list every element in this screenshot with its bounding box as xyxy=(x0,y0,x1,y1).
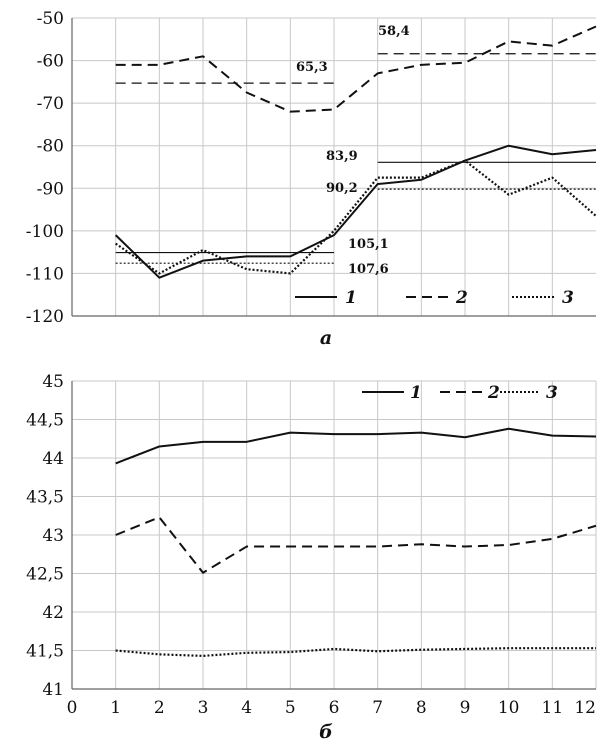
chart-caption: б xyxy=(319,721,333,743)
legend-label-1: 1 xyxy=(410,383,422,403)
chart-caption: а xyxy=(320,327,332,349)
y-tick-label: -100 xyxy=(26,222,64,242)
series-2-line xyxy=(115,516,597,574)
series-1-line xyxy=(115,427,597,465)
y-tick-label: 44 xyxy=(42,449,64,469)
y-tick-label: -50 xyxy=(37,9,64,29)
x-tick-label: 2 xyxy=(154,698,165,718)
x-tick-label: 7 xyxy=(372,698,383,718)
x-tick-label: 6 xyxy=(329,698,340,718)
x-tick-label: 9 xyxy=(460,698,471,718)
chart-a: -120 -110 -100 -90 -80 -70 -60 -50 105,1 83,9 65,3… xyxy=(26,9,597,349)
x-tick-label: 10 xyxy=(498,698,520,718)
x-tick-label: 5 xyxy=(285,698,296,718)
series-3-line xyxy=(115,647,596,657)
legend-label-3: 3 xyxy=(546,383,558,403)
x-tick-label: 0 xyxy=(67,698,78,718)
y-tick-label: -90 xyxy=(37,179,64,199)
series-1-line xyxy=(114,144,597,279)
x-tick-label: 12 xyxy=(574,698,596,718)
mean-value-label: 65,3 xyxy=(296,60,328,75)
y-tick-label: 45 xyxy=(42,372,64,392)
x-tick-label: 8 xyxy=(416,698,427,718)
y-tick-label: 44,5 xyxy=(26,411,64,431)
x-tick-label: 11 xyxy=(542,698,564,718)
x-tick-label: 1 xyxy=(110,698,121,718)
mean-value-label: 107,6 xyxy=(348,262,389,277)
series-3-line xyxy=(115,159,597,275)
y-tick-label: -70 xyxy=(37,94,64,114)
y-tick-label: 42 xyxy=(42,603,64,623)
y-tick-label: 41,5 xyxy=(26,642,64,662)
series-2-line xyxy=(115,25,597,113)
legend-label-2: 2 xyxy=(487,383,500,403)
mean-value-label: 58,4 xyxy=(378,24,410,39)
x-tick-label: 4 xyxy=(241,698,252,718)
y-tick-label: -110 xyxy=(26,264,64,284)
y-tick-label: 41 xyxy=(42,680,64,700)
y-tick-label: 42,5 xyxy=(26,565,64,585)
mean-value-label: 105,1 xyxy=(348,237,389,252)
y-tick-label: 43,5 xyxy=(26,488,64,508)
y-tick-label: -120 xyxy=(26,307,64,327)
legend-label-2: 2 xyxy=(455,288,468,308)
mean-value-label: 90,2 xyxy=(326,181,358,196)
legend-label-1: 1 xyxy=(345,288,357,308)
y-tick-label: -60 xyxy=(37,52,64,72)
legend-label-3: 3 xyxy=(562,288,574,308)
y-tick-label: 43 xyxy=(42,526,64,546)
y-tick-label: -80 xyxy=(37,137,64,157)
x-tick-label: 3 xyxy=(198,698,209,718)
mean-value-label: 83,9 xyxy=(326,149,358,164)
